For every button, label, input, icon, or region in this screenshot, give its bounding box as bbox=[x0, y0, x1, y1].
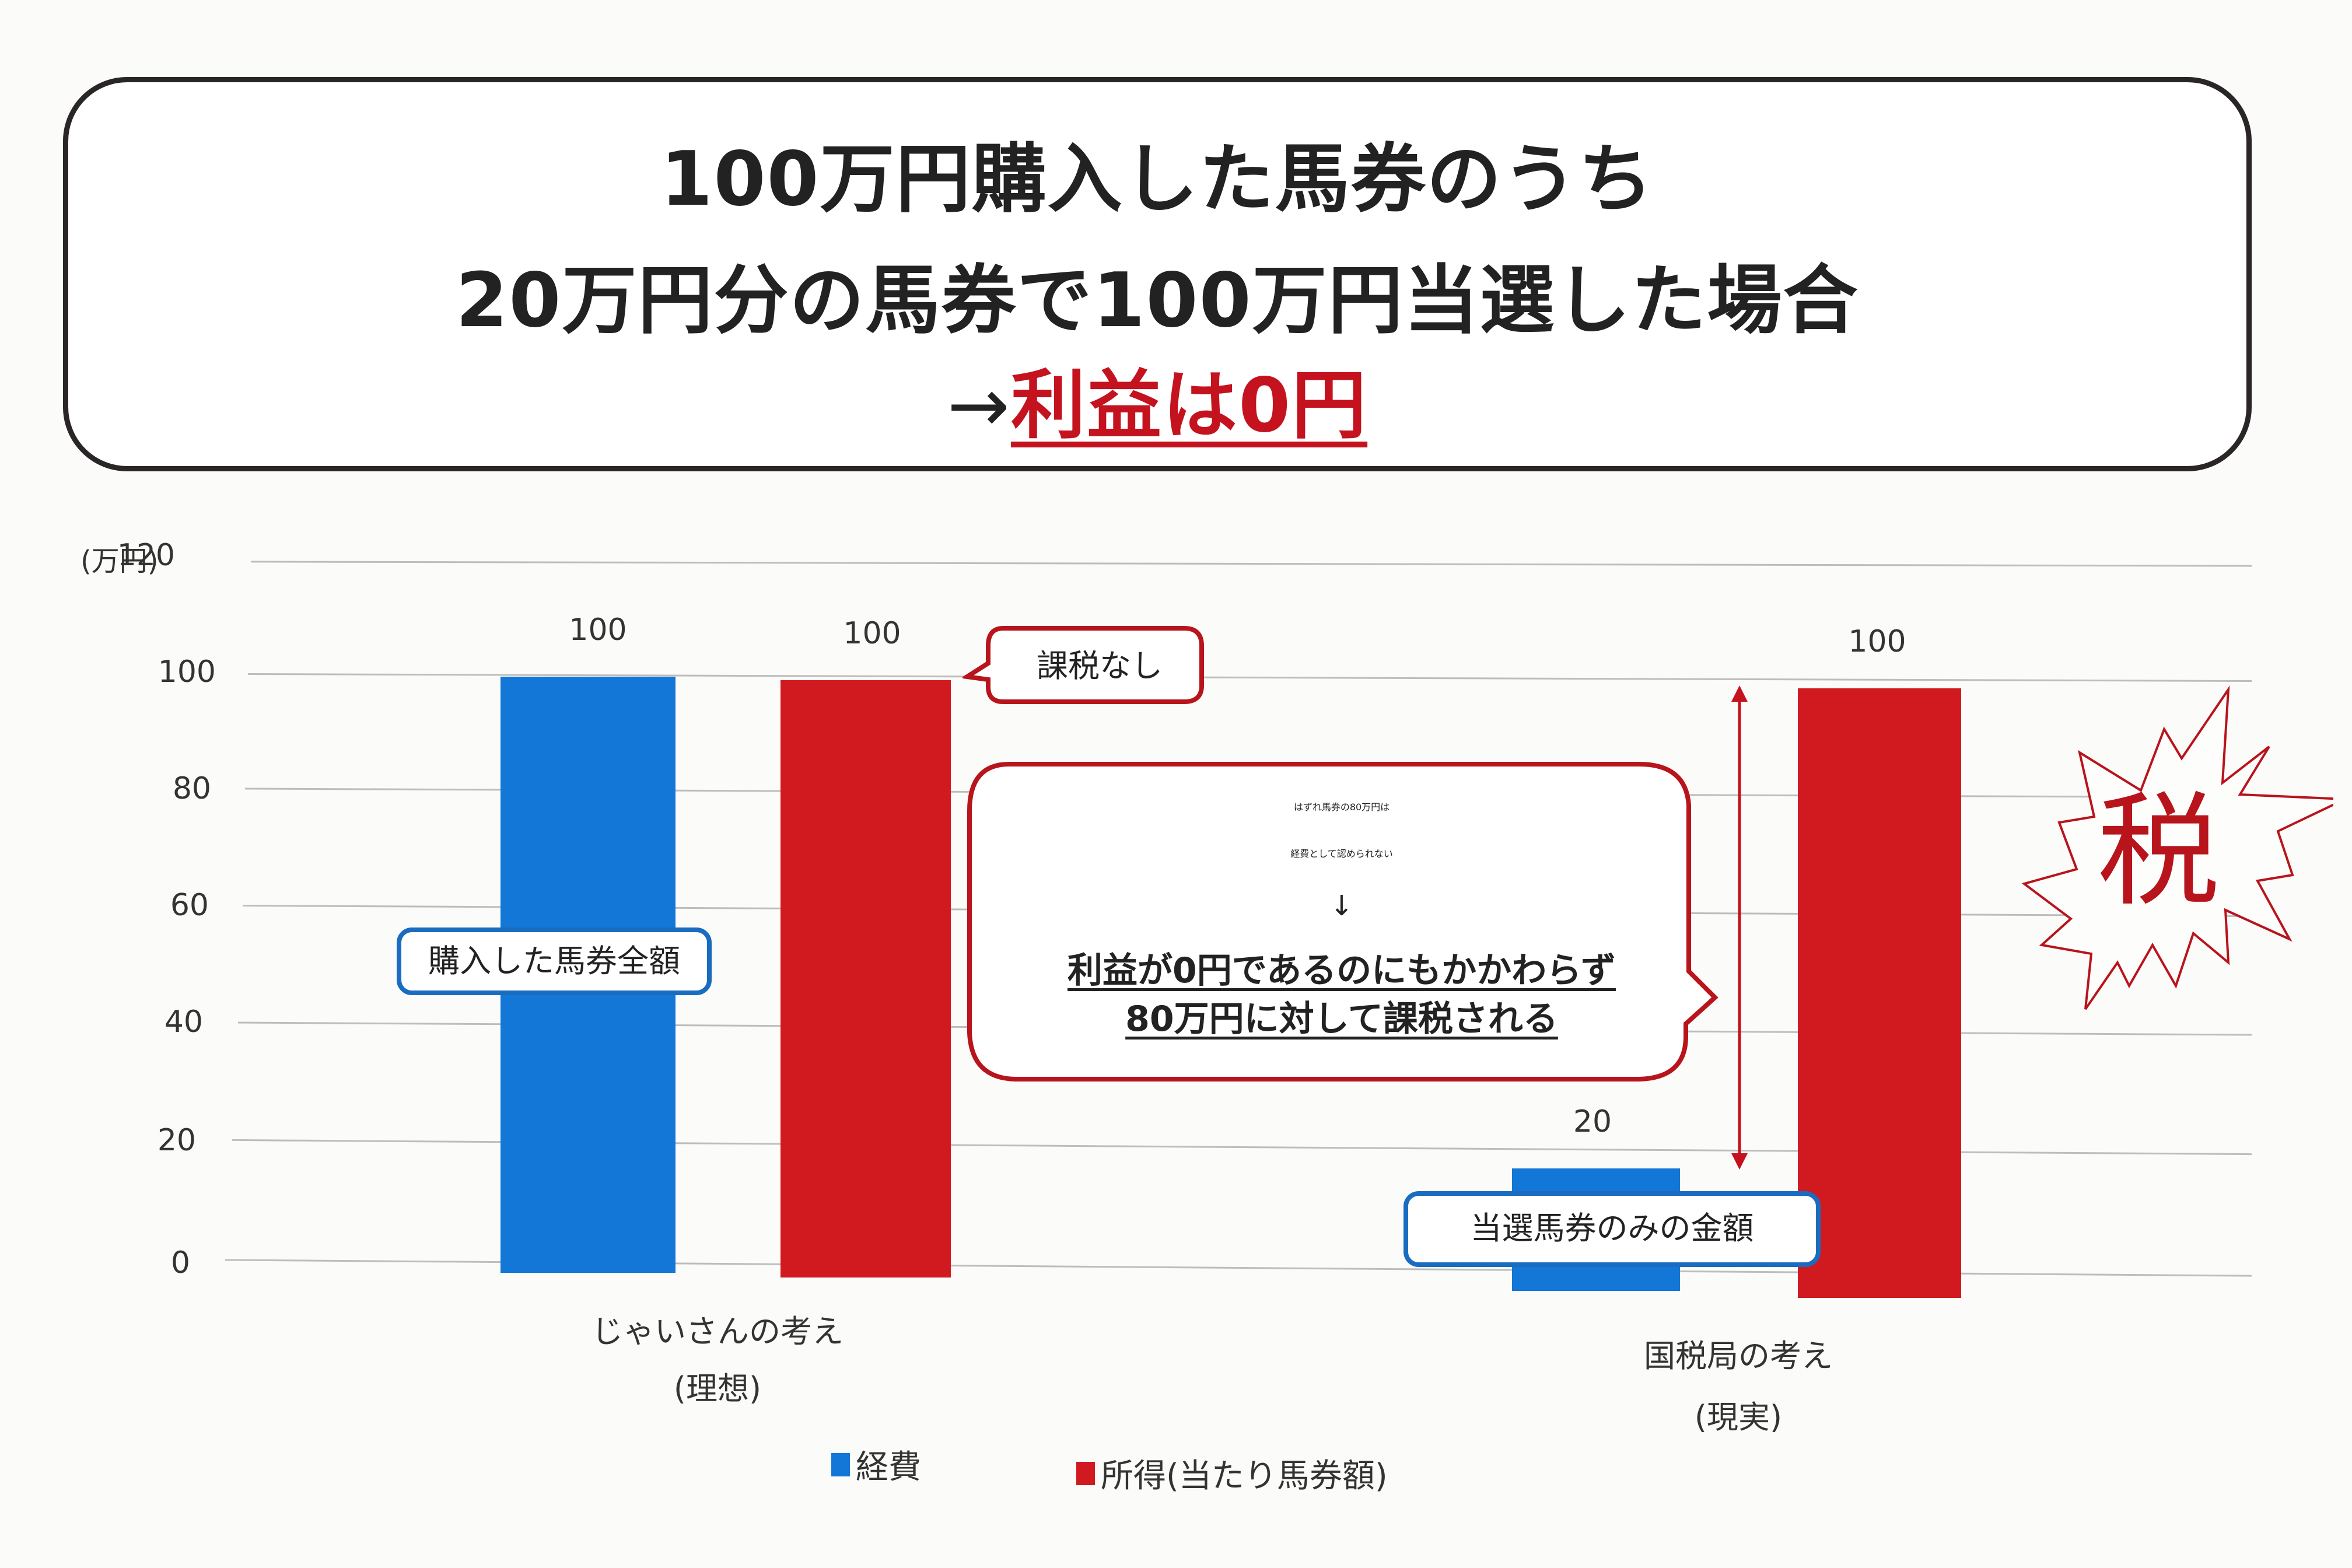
callout-line-1: はずれ馬券の80万円は bbox=[1293, 802, 1390, 813]
bar-group1-income bbox=[780, 680, 951, 1278]
title-line-2: 20万円分の馬券で100万円当選した場合 bbox=[456, 257, 1859, 344]
x-label-group2-line2: (現実) bbox=[1694, 1399, 1783, 1436]
y-axis-unit: (万円) bbox=[80, 545, 159, 578]
gridline-120 bbox=[251, 561, 2252, 567]
note-winning-only: 当選馬券のみの金額 bbox=[1404, 1191, 1821, 1267]
x-label-group2-line1: 国税局の考え bbox=[1644, 1338, 1833, 1374]
profit-result: 利益は0円 bbox=[1011, 362, 1368, 449]
callout-line-4: 80万円に対して課税される bbox=[1125, 999, 1558, 1040]
note-purchase-total: 購入した馬券全額 bbox=[397, 928, 712, 995]
y-tick-20: 20 bbox=[157, 1123, 196, 1158]
x-label-group1-line1: じゃいさんの考え bbox=[592, 1313, 844, 1350]
title-box: 100万円購入した馬券のうち 20万円分の馬券で100万円当選した場合 →利益は… bbox=[63, 77, 2252, 471]
y-tick-0: 0 bbox=[170, 1245, 190, 1280]
tax-character: 税 bbox=[2096, 780, 2220, 923]
y-tick-40: 40 bbox=[164, 1005, 203, 1040]
no-tax-callout: 課税なし bbox=[963, 621, 1219, 704]
callout-bubble-icon bbox=[967, 762, 1718, 1082]
no-tax-label: 課税なし bbox=[1037, 648, 1163, 684]
value-label-group1-expense: 100 bbox=[569, 612, 627, 648]
x-label-group1-line2: (理想) bbox=[673, 1370, 762, 1407]
legend-income-label: 所得(当たり馬券額) bbox=[1101, 1457, 1388, 1495]
y-tick-80: 80 bbox=[172, 771, 211, 806]
value-label-group2-expense: 20 bbox=[1573, 1104, 1612, 1139]
right-arrow-icon: → bbox=[947, 362, 1012, 449]
speech-bubble-icon bbox=[963, 626, 1204, 704]
legend-expense: 経費 bbox=[831, 1441, 921, 1488]
double-arrow-icon bbox=[1731, 685, 1748, 1170]
tax-burst: 税 bbox=[1983, 682, 2333, 1032]
down-arrow-icon: ↓ bbox=[1329, 890, 1354, 922]
legend-income: 所得(当たり馬券額) bbox=[1076, 1450, 1388, 1497]
legend-swatch-red-icon bbox=[1076, 1461, 1095, 1485]
title-line-1: 100万円購入した馬券のうち bbox=[660, 136, 1654, 223]
callout-line-3: 利益が0円であるのにもかかわらず bbox=[1068, 950, 1616, 991]
y-tick-100: 100 bbox=[158, 654, 216, 690]
starburst-icon bbox=[2021, 685, 2333, 1010]
callout-line-2: 経費として認められない bbox=[1290, 848, 1393, 859]
legend-swatch-blue-icon bbox=[831, 1452, 850, 1476]
title-line-3: →利益は0円 bbox=[68, 345, 2246, 453]
value-label-group2-income: 100 bbox=[1848, 624, 1906, 659]
bar-group2-income bbox=[1798, 688, 1961, 1298]
value-label-group1-income: 100 bbox=[843, 616, 901, 651]
explanation-callout: はずれ馬券の80万円は 経費として認められない ↓ 利益が0円であるのにもかかわ… bbox=[963, 758, 1721, 1085]
legend-expense-label: 経費 bbox=[856, 1448, 921, 1486]
y-tick-120: 120 bbox=[117, 538, 175, 573]
y-tick-60: 60 bbox=[170, 888, 209, 923]
